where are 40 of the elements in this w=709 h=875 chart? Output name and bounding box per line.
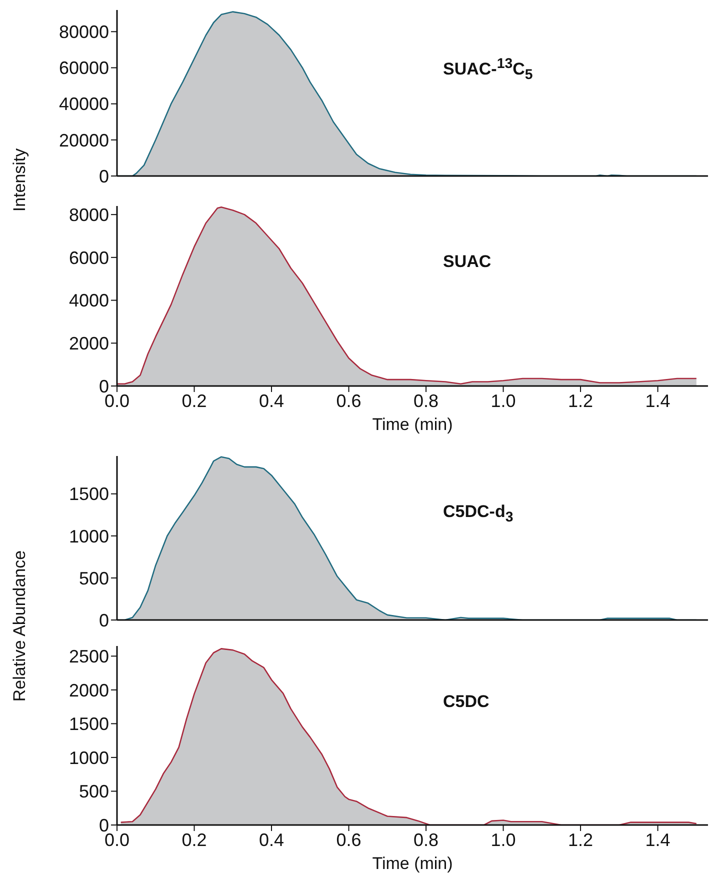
y-tick-label: 4000 (68, 290, 109, 311)
y-tick-label: 8000 (68, 204, 109, 225)
x-tick-label: 1.2 (568, 390, 594, 411)
y-tick-label: 1000 (68, 526, 109, 546)
x-tick-label: 0.6 (336, 830, 362, 850)
y-tick-label: 500 (78, 568, 109, 588)
y-tick-label: 6000 (68, 248, 109, 268)
y-tick-label: 40000 (58, 94, 109, 114)
y-axis-title: Relative Abundance (10, 550, 30, 702)
y-tick-label: 80000 (58, 22, 109, 42)
x-tick-label: 1.0 (490, 390, 516, 411)
y-tick-label: 0 (98, 610, 109, 630)
x-tick-label: 0.6 (336, 390, 362, 411)
y-tick-label: 2000 (68, 680, 109, 700)
x-tick-label: 0.2 (182, 390, 207, 411)
y-tick-label: 500 (78, 782, 109, 802)
x-tick-label: 0.8 (414, 830, 439, 850)
x-tick-label: 1.4 (645, 830, 670, 850)
y-tick-label: 2500 (68, 646, 109, 667)
annotation: SUAC (443, 252, 492, 272)
x-tick-label: 0.2 (182, 830, 207, 850)
x-tick-label: 0.4 (258, 830, 284, 850)
x-tick-label: 0.8 (414, 390, 439, 411)
y-tick-label: 0 (98, 166, 109, 186)
y-tick-label: 1500 (68, 714, 109, 734)
y-tick-label: 1000 (68, 748, 109, 768)
annotation: SUAC-$^{13}$C$_{5}$ (443, 56, 533, 84)
x-tick-label: 1.2 (568, 830, 594, 850)
x-tick-label: 1.4 (645, 390, 670, 411)
x-axis-title: Time (min) (372, 854, 453, 873)
annotation: C5DC (443, 692, 490, 712)
x-axis-title: Time (min) (372, 415, 453, 434)
x-tick-label: 1.0 (490, 830, 516, 850)
y-axis-title: Intensity (10, 148, 30, 212)
y-tick-label: 60000 (58, 58, 109, 78)
y-tick-label: 2000 (68, 334, 109, 354)
x-tick-label: 0.4 (258, 390, 284, 411)
y-tick-label: 1500 (68, 484, 109, 504)
annotation: C5DC-d$_{3}$ (443, 502, 514, 526)
y-tick-label: 20000 (58, 130, 109, 150)
